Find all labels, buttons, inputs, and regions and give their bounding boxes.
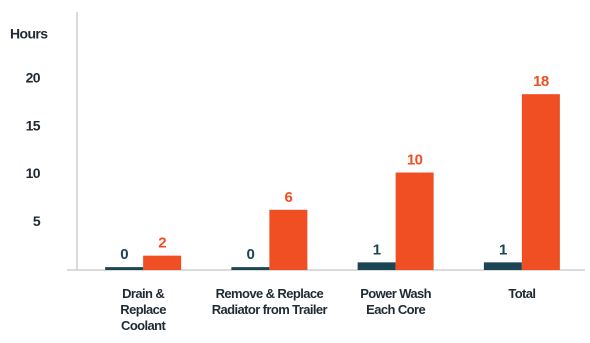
data-label: 18 [533,73,549,90]
x-tick-label: Remove & Replace Radiator from Trailer [211,286,328,317]
y-axis-title: Hours [10,26,48,42]
y-tick-label: 20 [26,70,41,86]
bar [521,94,560,270]
y-tick-label: 10 [26,165,41,181]
data-label: 2 [158,235,166,252]
y-tick-label: 15 [26,117,41,133]
data-label: 6 [285,189,293,206]
bar [269,209,308,270]
bar [483,262,522,270]
bar [357,262,396,270]
x-tick-label: Drain & Replace Coolant [120,286,166,333]
data-label: 10 [407,152,423,169]
data-label: 0 [120,246,128,263]
bar [395,172,434,270]
x-tick-label: Power Wash Each Core [360,286,432,317]
x-tick-label: Total [508,286,536,301]
bar [143,255,182,270]
bar [231,267,270,270]
data-label: 1 [499,241,507,258]
data-label: 0 [247,246,255,263]
data-label: 1 [373,241,381,258]
bar [105,267,144,270]
y-tick-label: 5 [33,213,41,229]
